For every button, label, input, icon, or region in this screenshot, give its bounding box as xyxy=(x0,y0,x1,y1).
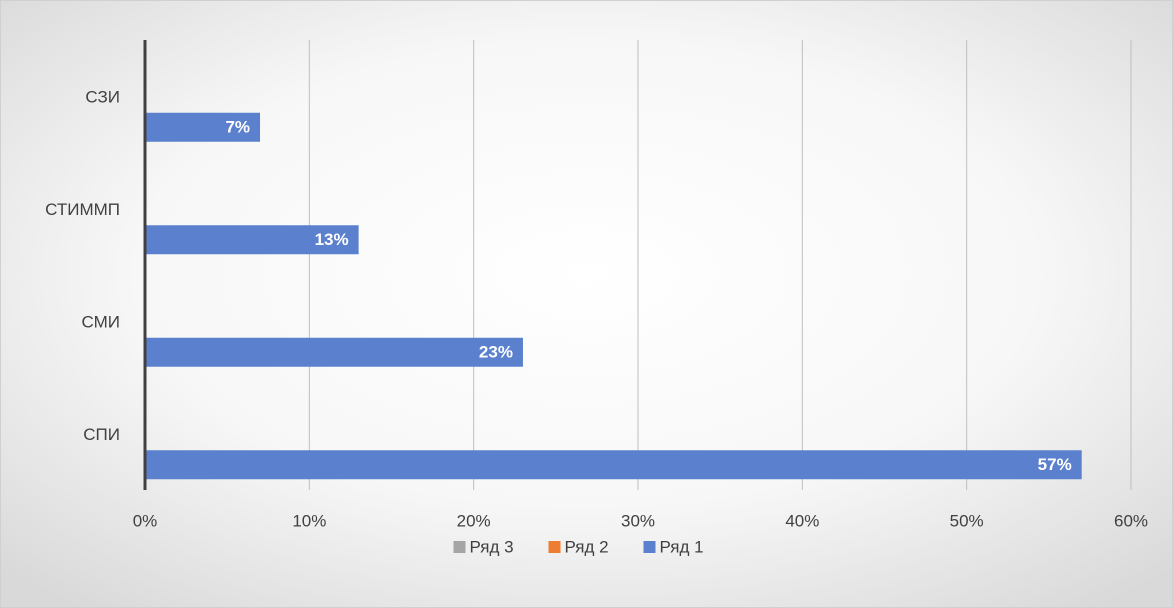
legend-swatch xyxy=(643,541,656,553)
x-tick-label: 0% xyxy=(133,511,158,530)
x-tick-label: 50% xyxy=(950,511,984,530)
y-tick-label: СМИ xyxy=(82,313,120,332)
bar xyxy=(145,112,261,142)
legend-swatch xyxy=(548,541,561,553)
y-tick-label: СТИММП xyxy=(45,200,120,219)
legend-label: Ряд 1 xyxy=(660,537,704,556)
data-label: 23% xyxy=(479,343,513,362)
bar xyxy=(145,225,359,255)
x-tick-label: 20% xyxy=(457,511,491,530)
legend-label: Ряд 3 xyxy=(470,537,514,556)
y-tick-label: СПИ xyxy=(83,425,120,444)
x-tick-label: 30% xyxy=(621,511,655,530)
data-label: 57% xyxy=(1038,455,1072,474)
legend-label: Ряд 2 xyxy=(565,537,609,556)
data-label: 13% xyxy=(315,230,349,249)
bar xyxy=(145,450,1082,480)
bar xyxy=(145,337,523,367)
y-tick-label: СЗИ xyxy=(85,88,120,107)
legend-swatch xyxy=(453,541,466,553)
x-tick-label: 10% xyxy=(292,511,326,530)
x-tick-label: 60% xyxy=(1114,511,1148,530)
x-tick-label: 40% xyxy=(785,511,819,530)
data-label: 7% xyxy=(225,118,250,137)
